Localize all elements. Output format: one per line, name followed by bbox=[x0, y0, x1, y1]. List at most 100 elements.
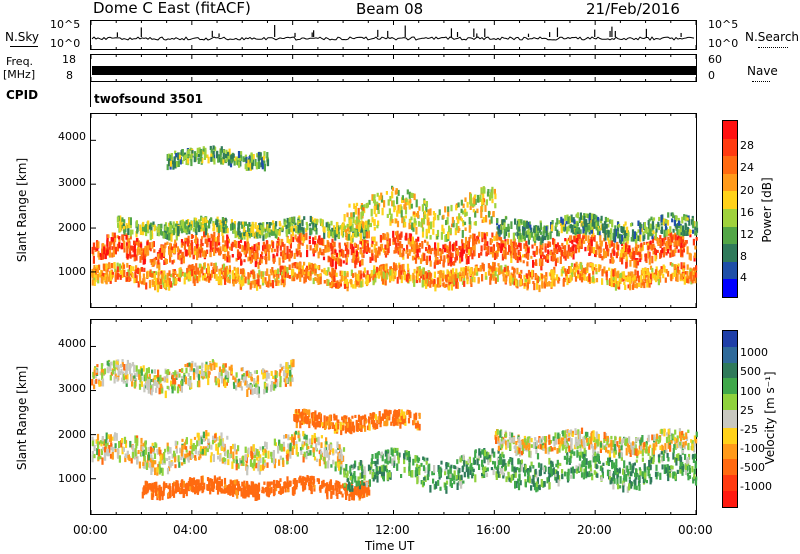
power-cell bbox=[438, 259, 441, 265]
power-cell bbox=[283, 279, 286, 288]
velocity-cell bbox=[327, 463, 330, 469]
power-cell bbox=[128, 247, 132, 256]
power-cell bbox=[468, 237, 471, 243]
power-cell bbox=[597, 219, 600, 226]
power-cell bbox=[141, 248, 145, 253]
power-cell bbox=[532, 250, 535, 255]
power-cell bbox=[142, 273, 145, 279]
power-cell bbox=[199, 249, 202, 258]
power-cell bbox=[126, 262, 129, 268]
power-cell bbox=[150, 259, 153, 265]
power-cell bbox=[204, 251, 207, 257]
power-cell bbox=[631, 247, 634, 255]
power-cell bbox=[146, 241, 149, 246]
power-cell bbox=[348, 203, 351, 208]
power-cell bbox=[363, 267, 366, 274]
velocity-cell bbox=[250, 446, 253, 454]
power-cell bbox=[224, 277, 227, 285]
power-cell bbox=[460, 199, 463, 206]
power-cell bbox=[429, 221, 433, 230]
power-cell bbox=[113, 241, 116, 249]
power-cell bbox=[682, 268, 685, 272]
power-cell bbox=[394, 231, 398, 236]
power-cell bbox=[338, 245, 341, 249]
velocity-cbar-tick: -25 bbox=[740, 423, 758, 436]
power-cell bbox=[609, 230, 612, 237]
power-cell bbox=[684, 216, 687, 222]
power-cell bbox=[623, 273, 626, 280]
power-cell bbox=[244, 221, 247, 226]
power-cell bbox=[652, 230, 655, 235]
power-cell bbox=[595, 249, 598, 255]
power-cell bbox=[94, 274, 97, 278]
velocity-cell bbox=[148, 483, 152, 490]
power-cell bbox=[242, 229, 245, 235]
power-cell bbox=[129, 229, 132, 237]
velocity-cell bbox=[212, 435, 215, 442]
power-cell bbox=[447, 206, 450, 212]
power-cell bbox=[272, 253, 275, 259]
power-cell bbox=[440, 255, 443, 261]
power-cell bbox=[443, 284, 446, 288]
power-cell bbox=[397, 189, 400, 196]
power-cell bbox=[104, 247, 107, 256]
power-cell bbox=[665, 252, 668, 256]
power-cell bbox=[222, 152, 225, 160]
velocity-cell bbox=[200, 437, 203, 445]
velocity-cell bbox=[219, 454, 222, 462]
power-cell bbox=[157, 253, 160, 260]
power-cell bbox=[151, 223, 154, 227]
power-cell bbox=[194, 239, 197, 243]
power-cell bbox=[674, 234, 677, 240]
power-cell bbox=[612, 283, 615, 288]
power-cell bbox=[261, 229, 264, 236]
velocity-cell bbox=[313, 433, 316, 439]
power-cell bbox=[512, 241, 515, 248]
power-cell bbox=[628, 276, 632, 284]
power-cell bbox=[352, 232, 355, 239]
velocity-cell bbox=[163, 457, 166, 464]
power-cell bbox=[160, 231, 163, 236]
velocity-cell bbox=[339, 466, 342, 475]
power-cell bbox=[171, 260, 174, 265]
power-cell bbox=[480, 187, 483, 194]
power-cell bbox=[136, 223, 139, 232]
power-cell bbox=[466, 277, 469, 285]
power-cell bbox=[589, 263, 593, 267]
power-cell bbox=[159, 224, 162, 229]
power-cell bbox=[418, 247, 421, 253]
power-cell bbox=[129, 252, 132, 257]
velocity-cell bbox=[311, 434, 314, 443]
power-cell bbox=[309, 275, 312, 281]
power-cell bbox=[264, 280, 267, 285]
power-cell bbox=[681, 236, 685, 244]
nsearch-dots bbox=[758, 47, 788, 48]
power-cell bbox=[218, 271, 221, 278]
power-cell bbox=[611, 281, 614, 287]
velocity-cell bbox=[292, 441, 295, 449]
power-cell bbox=[686, 264, 689, 270]
power-cell bbox=[193, 219, 196, 228]
power-cell bbox=[176, 273, 179, 277]
power-cell bbox=[400, 206, 403, 211]
power-cell bbox=[532, 259, 535, 268]
power-cell bbox=[373, 205, 376, 211]
power-cell bbox=[201, 236, 204, 240]
power-cell bbox=[502, 249, 506, 257]
power-cell bbox=[458, 245, 461, 251]
power-cell bbox=[286, 267, 289, 274]
power-cell bbox=[525, 273, 528, 277]
power-cell bbox=[121, 242, 124, 250]
power-cell bbox=[140, 267, 144, 272]
power-cell bbox=[529, 271, 532, 278]
power-cell bbox=[415, 238, 418, 243]
power-cell bbox=[636, 270, 639, 279]
power-cell bbox=[501, 219, 504, 226]
velocity-cell bbox=[223, 486, 226, 494]
power-cell bbox=[667, 270, 670, 277]
power-cell bbox=[676, 274, 679, 282]
power-cell bbox=[211, 154, 214, 162]
power-cell bbox=[612, 269, 615, 277]
velocity-cell bbox=[220, 432, 223, 441]
velocity-cell bbox=[335, 449, 338, 454]
